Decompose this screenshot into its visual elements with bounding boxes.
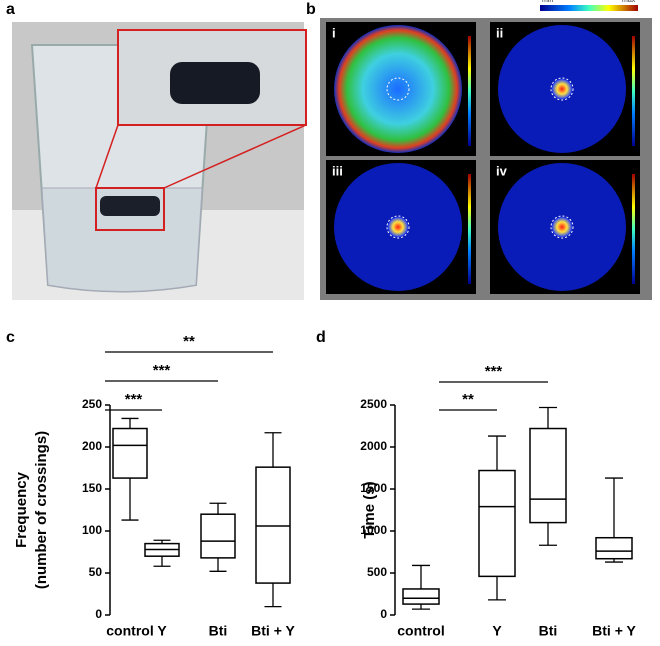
y-tick-label: 1500 bbox=[360, 481, 387, 495]
hotspot bbox=[552, 79, 572, 99]
x-tick-label: control bbox=[106, 623, 153, 639]
arena bbox=[334, 25, 462, 153]
x-tick-label: Y bbox=[157, 623, 167, 639]
y-axis-label: (number of crossings) bbox=[33, 431, 50, 589]
colorbar-label: max bbox=[622, 0, 636, 4]
colorbar bbox=[632, 174, 635, 284]
heatmap-label: ii bbox=[496, 25, 503, 40]
significance-label: ** bbox=[183, 333, 195, 350]
colorbar bbox=[468, 36, 471, 146]
x-tick-label: Bti + Y bbox=[251, 623, 295, 639]
y-tick-label: 200 bbox=[82, 439, 102, 453]
y-axis-label: Time (s) bbox=[361, 481, 378, 538]
x-tick-label: Bti bbox=[539, 623, 558, 639]
x-tick-label: Bti bbox=[209, 623, 228, 639]
x-tick-label: control bbox=[397, 623, 444, 639]
y-tick-label: 0 bbox=[95, 607, 102, 621]
box bbox=[255, 466, 291, 584]
zone bbox=[386, 77, 410, 101]
x-tick-label: Bti + Y bbox=[592, 623, 636, 639]
colorbar bbox=[632, 36, 635, 146]
panel-label: b bbox=[306, 1, 316, 18]
y-tick-label: 250 bbox=[82, 397, 102, 411]
panel-label: a bbox=[6, 1, 15, 18]
x-tick-label: Y bbox=[492, 623, 502, 639]
y-axis-label: Frequency bbox=[13, 471, 30, 548]
y-tick-label: 150 bbox=[82, 481, 102, 495]
y-tick-label: 100 bbox=[82, 523, 102, 537]
colorbar bbox=[468, 174, 471, 284]
box bbox=[112, 427, 148, 479]
box bbox=[478, 469, 516, 578]
significance-label: *** bbox=[125, 391, 143, 408]
y-tick-label: 2500 bbox=[360, 397, 387, 411]
y-tick-label: 0 bbox=[380, 607, 387, 621]
significance-label: ** bbox=[462, 391, 474, 408]
box bbox=[529, 427, 567, 524]
y-tick-label: 2000 bbox=[360, 439, 387, 453]
heatmap-label: iii bbox=[332, 163, 343, 178]
hotspot bbox=[388, 217, 408, 237]
photo bbox=[12, 22, 307, 300]
panel-label: c bbox=[6, 329, 15, 346]
zone bbox=[550, 77, 574, 101]
significance-label: *** bbox=[485, 363, 503, 380]
zone bbox=[550, 215, 574, 239]
y-tick-label: 500 bbox=[367, 565, 387, 579]
panel-label: d bbox=[316, 329, 326, 346]
y-tick-label: 1000 bbox=[360, 523, 387, 537]
significance-label: *** bbox=[153, 362, 171, 379]
zone bbox=[386, 215, 410, 239]
y-tick-label: 50 bbox=[89, 565, 103, 579]
heatmap-label: iv bbox=[496, 163, 508, 178]
box bbox=[200, 513, 236, 559]
heatmap-label: i bbox=[332, 25, 336, 40]
colorbar-label: min bbox=[542, 0, 553, 4]
hotspot bbox=[552, 217, 572, 237]
box bbox=[402, 588, 440, 605]
box bbox=[595, 536, 633, 560]
